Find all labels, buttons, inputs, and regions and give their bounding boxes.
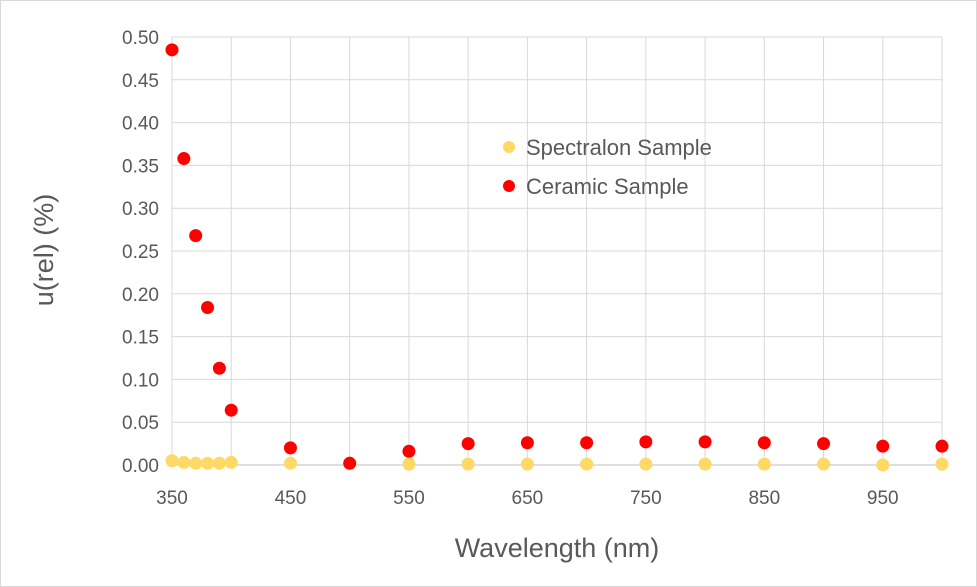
- ceramic-point: [876, 439, 890, 453]
- spectralon-point: [177, 455, 191, 469]
- spectralon-point: [639, 457, 653, 471]
- y-tick-label: 0.15: [122, 328, 159, 349]
- ceramic-point: [698, 435, 712, 449]
- ceramic-point: [177, 152, 191, 166]
- spectralon-point: [224, 455, 238, 469]
- ceramic-point: [224, 403, 238, 417]
- spectralon-point: [201, 456, 215, 470]
- y-tick-label: 0.45: [122, 71, 159, 92]
- ceramic-point: [343, 456, 357, 470]
- ceramic-point: [283, 441, 297, 455]
- ceramic-point: [520, 436, 534, 450]
- legend: Spectralon Sample Ceramic Sample: [503, 135, 712, 199]
- legend-marker-spectralon: [503, 141, 515, 153]
- x-tick-label: 350: [156, 488, 188, 509]
- spectralon-point: [935, 457, 949, 471]
- y-tick-label: 0.25: [122, 242, 159, 263]
- y-tick-label: 0.40: [122, 114, 159, 135]
- ceramic-point: [212, 361, 226, 375]
- x-axis-title: Wavelength (nm): [455, 533, 660, 563]
- x-tick-label: 550: [393, 488, 425, 509]
- spectralon-point: [698, 457, 712, 471]
- y-axis-title: u(rel) (%): [29, 194, 59, 307]
- y-tick-label: 0.20: [122, 285, 159, 306]
- ceramic-point: [935, 439, 949, 453]
- x-tick-label: 950: [867, 488, 899, 509]
- ceramic-point: [757, 436, 771, 450]
- spectralon-point: [520, 457, 534, 471]
- spectralon-point: [212, 456, 226, 470]
- legend-label-spectralon: Spectralon Sample: [526, 135, 712, 160]
- x-tick-label: 850: [748, 488, 780, 509]
- y-tick-label: 0.50: [122, 28, 159, 49]
- legend-label-ceramic: Ceramic Sample: [526, 174, 689, 199]
- ceramic-point: [461, 437, 475, 451]
- spectralon-point: [580, 457, 594, 471]
- spectralon-point: [876, 458, 890, 472]
- y-tick-label: 0.05: [122, 413, 159, 434]
- ceramic-point: [817, 437, 831, 451]
- spectralon-point: [461, 457, 475, 471]
- data-points: [165, 43, 949, 472]
- ceramic-point: [402, 444, 416, 458]
- spectralon-point: [283, 456, 297, 470]
- ceramic-point: [189, 229, 203, 243]
- spectralon-point: [817, 457, 831, 471]
- spectralon-point: [402, 457, 416, 471]
- spectralon-point: [189, 456, 203, 470]
- ceramic-point: [639, 435, 653, 449]
- grid: [171, 36, 943, 466]
- spectralon-point: [757, 457, 771, 471]
- ceramic-point: [201, 300, 215, 314]
- y-tick-label: 0.10: [122, 370, 159, 391]
- x-tick-label: 750: [630, 488, 662, 509]
- y-tick-label: 0.30: [122, 199, 159, 220]
- y-tick-label: 0.00: [122, 456, 159, 477]
- tick-labels: 0.00 0.05 0.10 0.15 0.20 0.25 0.30 0.35 0.40 0.45…: [122, 28, 899, 509]
- ceramic-point: [580, 436, 594, 450]
- spectralon-point: [165, 454, 179, 468]
- x-tick-label: 450: [275, 488, 307, 509]
- x-tick-label: 650: [512, 488, 544, 509]
- y-tick-label: 0.35: [122, 156, 159, 177]
- ceramic-point: [165, 43, 179, 57]
- legend-marker-ceramic: [503, 180, 515, 192]
